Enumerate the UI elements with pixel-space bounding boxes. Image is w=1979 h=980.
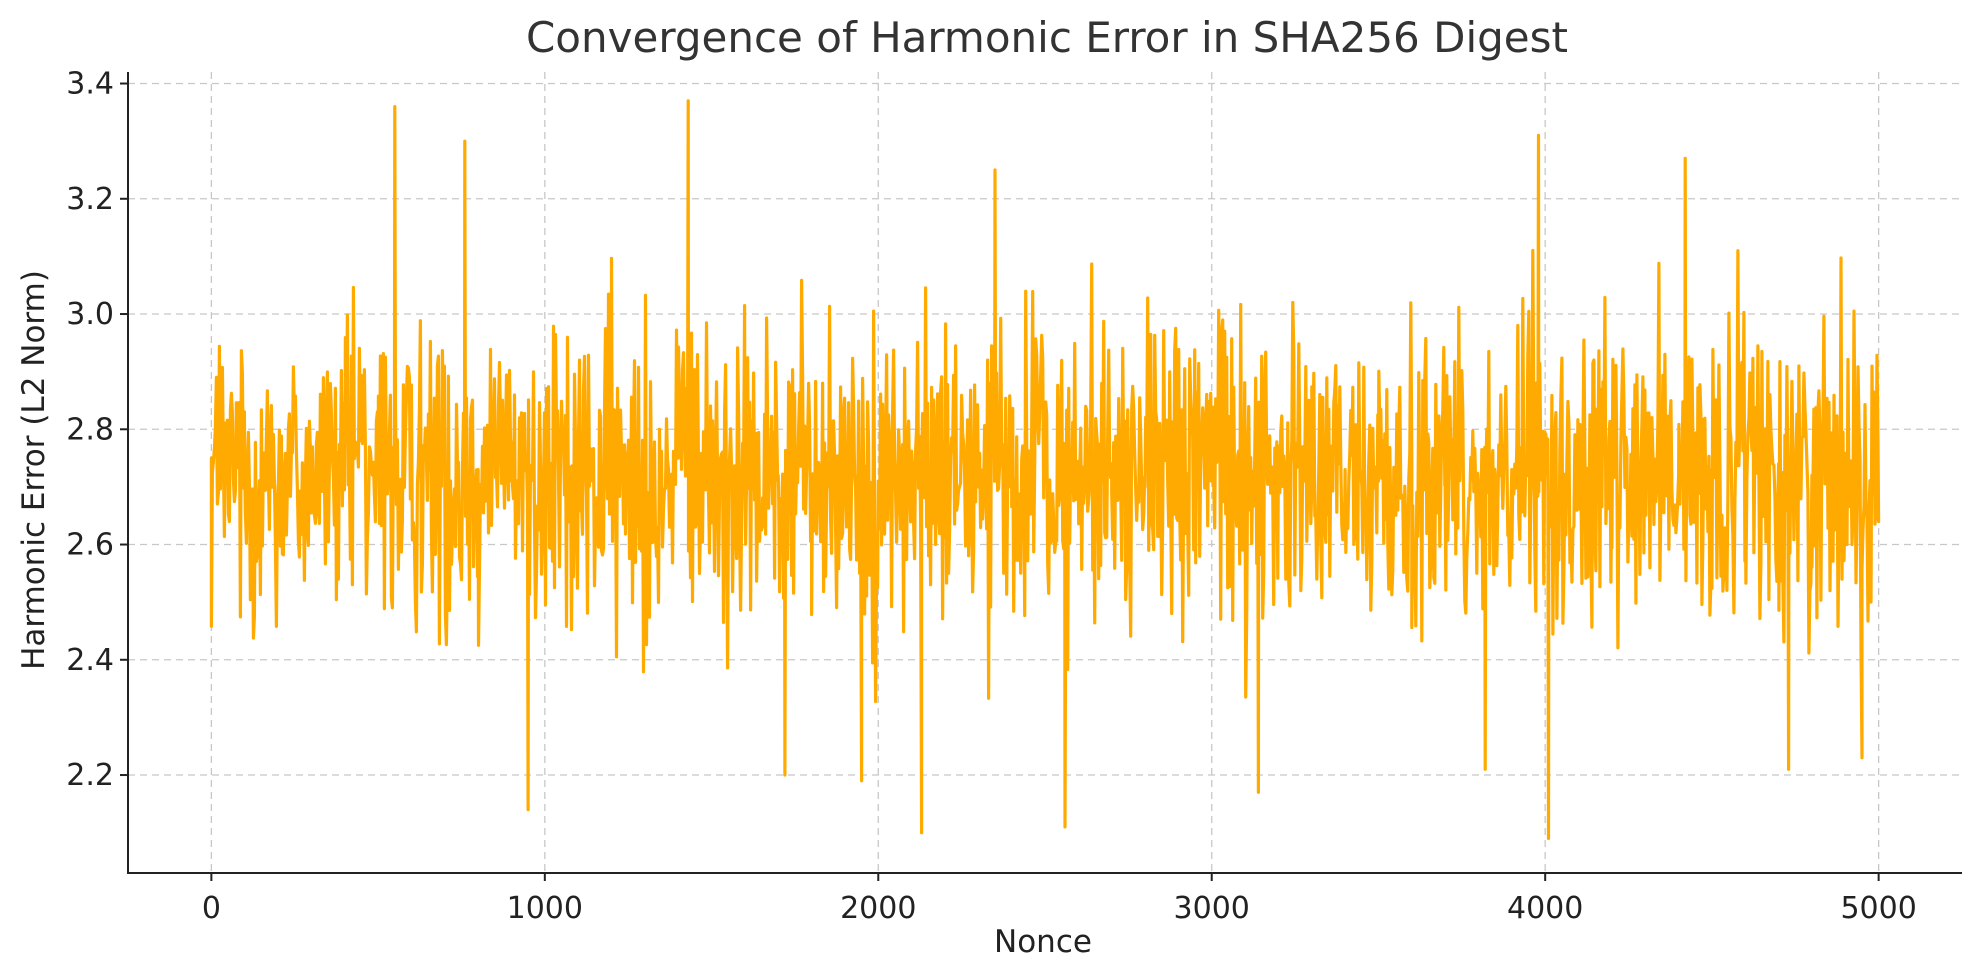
y-tick-label: 3.0 bbox=[66, 297, 114, 332]
y-tick-label: 3.4 bbox=[66, 67, 114, 102]
x-tick-label: 2000 bbox=[840, 891, 916, 926]
x-tick-label: 5000 bbox=[1840, 891, 1916, 926]
y-tick-label: 2.8 bbox=[66, 412, 114, 447]
y-tick-label: 2.2 bbox=[66, 758, 114, 793]
y-tick-label: 2.4 bbox=[66, 643, 114, 678]
y-tick-label: 3.2 bbox=[66, 182, 114, 217]
x-tick-label: 4000 bbox=[1507, 891, 1583, 926]
y-tick-label: 2.6 bbox=[66, 528, 114, 563]
y-axis-ticks: 2.2 2.4 2.6 2.8 3.0 3.2 3.4 bbox=[66, 67, 128, 793]
series-line bbox=[209, 99, 1881, 840]
axes bbox=[127, 72, 1962, 874]
chart-title: Convergence of Harmonic Error in SHA256 … bbox=[526, 13, 1568, 62]
plot-area bbox=[209, 99, 1881, 840]
x-tick-label: 0 bbox=[202, 891, 221, 926]
x-tick-label: 1000 bbox=[507, 891, 583, 926]
x-tick-label: 3000 bbox=[1174, 891, 1250, 926]
x-axis-label: Nonce bbox=[994, 924, 1092, 960]
y-axis-label: Harmonic Error (L2 Norm) bbox=[16, 270, 52, 670]
x-axis-ticks: 0 1000 2000 3000 4000 5000 bbox=[202, 873, 1917, 926]
